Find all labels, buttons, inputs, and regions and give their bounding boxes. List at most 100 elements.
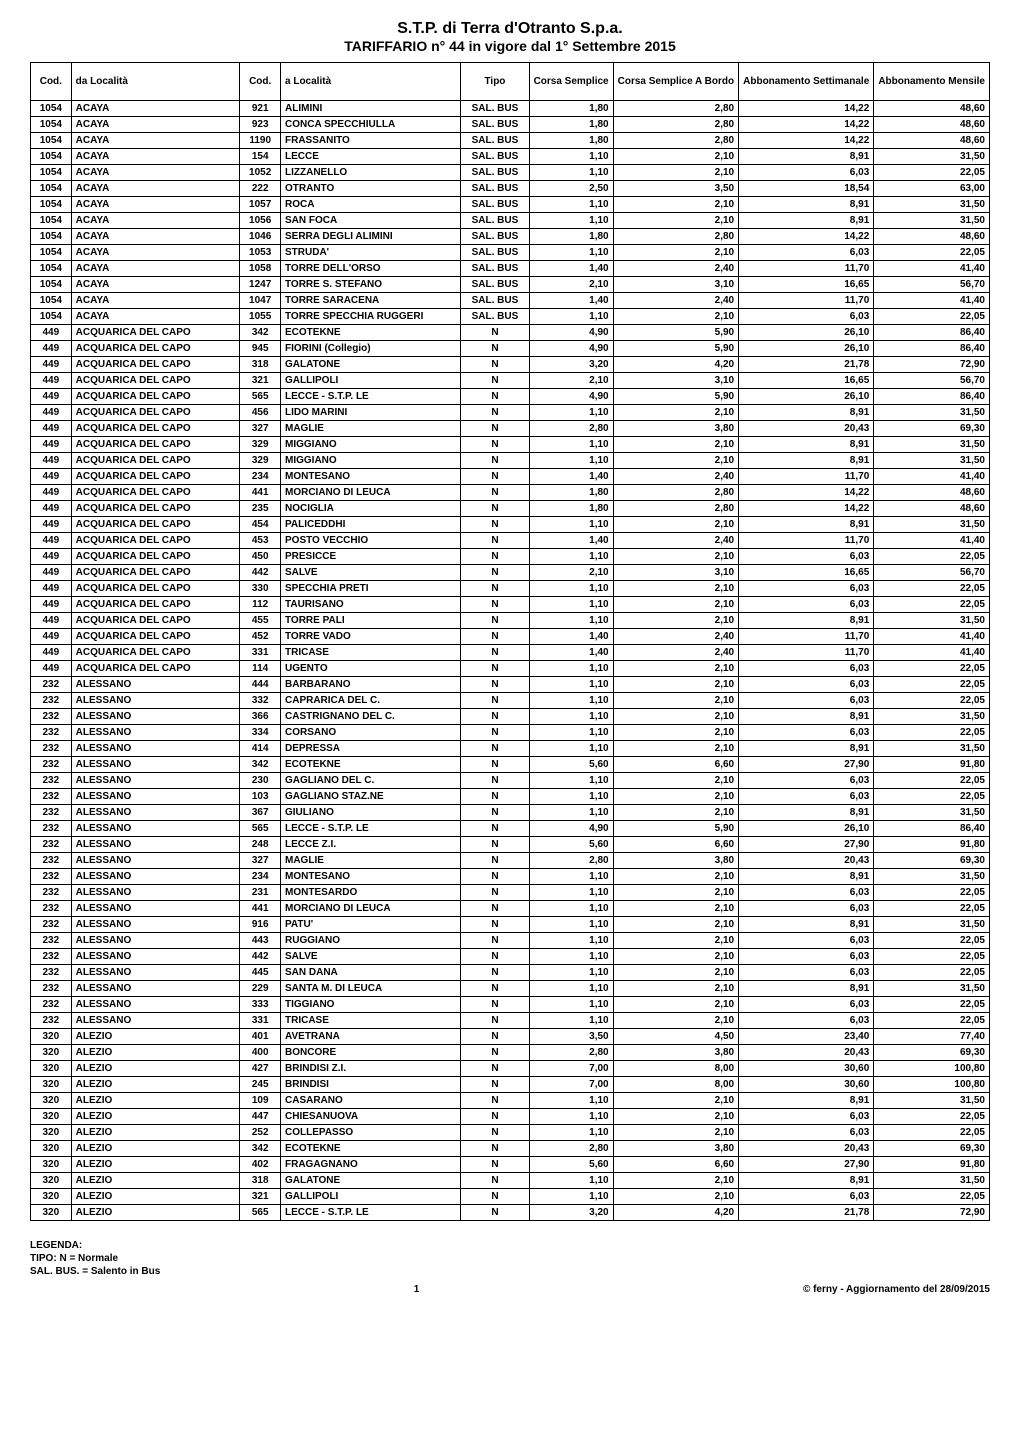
table-cell: 22,05 xyxy=(874,677,990,693)
table-cell: ALESSANO xyxy=(71,949,240,965)
table-cell: 2,10 xyxy=(613,725,739,741)
table-row: 449ACQUARICA DEL CAPO331TRICASEN1,402,40… xyxy=(31,645,990,661)
table-cell: 2,10 xyxy=(613,1189,739,1205)
table-cell: STRUDA' xyxy=(281,245,461,261)
table-cell: SAL. BUS xyxy=(461,229,529,245)
table-cell: 26,10 xyxy=(739,821,874,837)
table-row: 320ALEZIO400BONCOREN2,803,8020,4369,30 xyxy=(31,1045,990,1061)
table-cell: MIGGIANO xyxy=(281,453,461,469)
table-cell: 6,03 xyxy=(739,1109,874,1125)
table-cell: 1,10 xyxy=(529,517,613,533)
table-cell: ACAYA xyxy=(71,197,240,213)
table-cell: N xyxy=(461,629,529,645)
table-cell: 2,10 xyxy=(613,613,739,629)
table-cell: CASTRIGNANO DEL C. xyxy=(281,709,461,725)
table-cell: 1054 xyxy=(31,117,72,133)
table-cell: 2,50 xyxy=(529,181,613,197)
table-cell: 1,10 xyxy=(529,453,613,469)
table-cell: 2,40 xyxy=(613,533,739,549)
table-cell: 2,80 xyxy=(529,1141,613,1157)
table-cell: ACQUARICA DEL CAPO xyxy=(71,645,240,661)
table-cell: 1054 xyxy=(31,293,72,309)
table-cell: 6,60 xyxy=(613,1157,739,1173)
table-cell: COLLEPASSO xyxy=(281,1125,461,1141)
table-cell: 449 xyxy=(31,421,72,437)
table-cell: 21,78 xyxy=(739,357,874,373)
table-cell: 232 xyxy=(31,949,72,965)
table-cell: 5,60 xyxy=(529,837,613,853)
table-cell: ALEZIO xyxy=(71,1061,240,1077)
table-cell: 321 xyxy=(240,373,281,389)
table-cell: 4,90 xyxy=(529,389,613,405)
table-cell: ACAYA xyxy=(71,261,240,277)
table-cell: ALEZIO xyxy=(71,1045,240,1061)
table-row: 320ALEZIO342ECOTEKNEN2,803,8020,4369,30 xyxy=(31,1141,990,1157)
table-cell: N xyxy=(461,437,529,453)
table-cell: 1,10 xyxy=(529,597,613,613)
table-cell: 4,90 xyxy=(529,821,613,837)
table-cell: GALLIPOLI xyxy=(281,373,461,389)
table-cell: N xyxy=(461,869,529,885)
table-cell: 327 xyxy=(240,421,281,437)
table-cell: 1,40 xyxy=(529,629,613,645)
table-row: 1054ACAYA1053STRUDA'SAL. BUS1,102,106,03… xyxy=(31,245,990,261)
table-cell: LECCE - S.T.P. LE xyxy=(281,1205,461,1221)
table-row: 320ALEZIO565LECCE - S.T.P. LEN3,204,2021… xyxy=(31,1205,990,1221)
table-cell: ACAYA xyxy=(71,165,240,181)
table-cell: 2,10 xyxy=(613,741,739,757)
table-cell: ROCA xyxy=(281,197,461,213)
table-row: 232ALESSANO231MONTESARDON1,102,106,0322,… xyxy=(31,885,990,901)
table-cell: 6,03 xyxy=(739,661,874,677)
table-cell: 14,22 xyxy=(739,229,874,245)
table-cell: ALIMINI xyxy=(281,101,461,117)
table-cell: 329 xyxy=(240,453,281,469)
table-cell: ACQUARICA DEL CAPO xyxy=(71,581,240,597)
table-row: 1054ACAYA1247TORRE S. STEFANOSAL. BUS2,1… xyxy=(31,277,990,293)
table-cell: ACQUARICA DEL CAPO xyxy=(71,629,240,645)
table-cell: 449 xyxy=(31,565,72,581)
table-cell: SPECCHIA PRETI xyxy=(281,581,461,597)
table-cell: GIULIANO xyxy=(281,805,461,821)
table-cell: 1,10 xyxy=(529,1125,613,1141)
table-cell: ACQUARICA DEL CAPO xyxy=(71,501,240,517)
table-cell: 2,80 xyxy=(613,485,739,501)
table-cell: MORCIANO DI LEUCA xyxy=(281,485,461,501)
table-cell: 26,10 xyxy=(739,325,874,341)
table-cell: CAPRARICA DEL C. xyxy=(281,693,461,709)
table-cell: 449 xyxy=(31,581,72,597)
table-cell: 400 xyxy=(240,1045,281,1061)
table-cell: ECOTEKNE xyxy=(281,1141,461,1157)
table-row: 1054ACAYA1046SERRA DEGLI ALIMINISAL. BUS… xyxy=(31,229,990,245)
table-cell: 1054 xyxy=(31,133,72,149)
table-cell: 232 xyxy=(31,853,72,869)
table-cell: SAL. BUS xyxy=(461,133,529,149)
table-cell: 331 xyxy=(240,645,281,661)
table-cell: 445 xyxy=(240,965,281,981)
table-cell: 320 xyxy=(31,1061,72,1077)
table-cell: 2,10 xyxy=(613,197,739,213)
table-cell: SANTA M. DI LEUCA xyxy=(281,981,461,997)
table-cell: 4,50 xyxy=(613,1029,739,1045)
table-cell: 5,90 xyxy=(613,325,739,341)
title-sub: TARIFFARIO n° 44 in vigore dal 1° Settem… xyxy=(30,38,990,54)
table-cell: 2,80 xyxy=(613,229,739,245)
table-row: 449ACQUARICA DEL CAPO329MIGGIANON1,102,1… xyxy=(31,453,990,469)
table-cell: 56,70 xyxy=(874,565,990,581)
table-cell: 2,80 xyxy=(529,1045,613,1061)
table-cell: ALESSANO xyxy=(71,741,240,757)
table-cell: 1,10 xyxy=(529,581,613,597)
table-cell: 342 xyxy=(240,325,281,341)
table-cell: 14,22 xyxy=(739,101,874,117)
table-cell: 41,40 xyxy=(874,261,990,277)
tariff-table: Cod. da Località Cod. a Località Tipo Co… xyxy=(30,62,990,1221)
table-cell: 334 xyxy=(240,725,281,741)
table-cell: 2,10 xyxy=(613,1109,739,1125)
table-cell: ACQUARICA DEL CAPO xyxy=(71,437,240,453)
table-cell: 414 xyxy=(240,741,281,757)
table-cell: 16,65 xyxy=(739,373,874,389)
table-cell: 6,03 xyxy=(739,1125,874,1141)
table-cell: 6,03 xyxy=(739,725,874,741)
table-cell: 1,10 xyxy=(529,1109,613,1125)
table-cell: 229 xyxy=(240,981,281,997)
table-row: 449ACQUARICA DEL CAPO565LECCE - S.T.P. L… xyxy=(31,389,990,405)
